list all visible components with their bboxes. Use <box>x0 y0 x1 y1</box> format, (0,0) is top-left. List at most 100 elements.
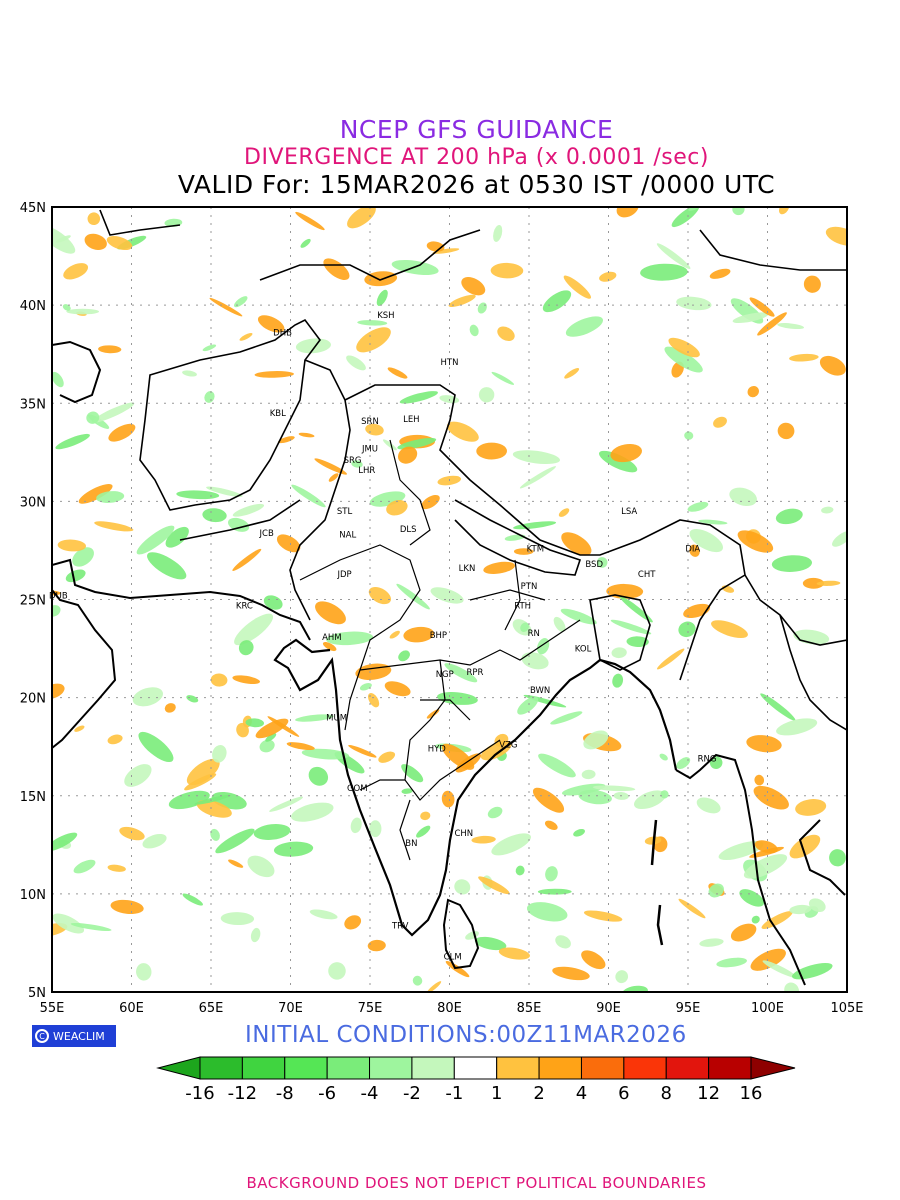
legend-high-arrow <box>750 1056 796 1080</box>
map-subtitle: DIVERGENCE AT 200 hPa (x 0.0001 /sec) <box>244 145 709 170</box>
divergence-blob <box>483 561 515 574</box>
convergence-blob <box>729 487 757 507</box>
convergence-blob <box>709 756 723 769</box>
convergence-blob <box>504 534 526 541</box>
divergence-blob <box>668 337 700 358</box>
divergence-blob <box>711 620 748 639</box>
divergence-blob <box>257 315 285 333</box>
divergence-blob <box>816 580 841 586</box>
sri-lanka-coastline <box>442 898 480 970</box>
oman-coastline <box>52 589 117 749</box>
convergence-blob <box>215 828 255 854</box>
divergence-blob <box>532 787 565 813</box>
convergence-blob <box>182 370 197 377</box>
convergence-blob <box>182 893 203 906</box>
convergence-blob <box>147 552 187 580</box>
map-frame <box>51 206 848 993</box>
divergence-blob <box>368 586 391 605</box>
divergence-blob <box>278 436 295 444</box>
lon-tick-label: 65E <box>199 1001 224 1016</box>
lon-tick-label: 75E <box>358 1001 383 1016</box>
convergence-blob <box>232 503 265 517</box>
convergence-blob <box>210 828 220 841</box>
convergence-blob <box>204 391 215 403</box>
legend-label: -8 <box>276 1083 294 1104</box>
divergence-blob <box>267 716 300 737</box>
convergence-blob <box>538 753 576 778</box>
convergence-blob <box>708 883 724 898</box>
lon-tick-label: 105E <box>830 1001 863 1016</box>
convergence-blob <box>350 817 362 834</box>
divergence-blob <box>209 297 243 317</box>
convergence-blob <box>263 595 283 610</box>
divergence-blob <box>498 947 530 960</box>
convergence-blob <box>233 296 248 308</box>
lat-tick-label: 15N <box>20 790 46 805</box>
convergence-blob <box>671 207 700 228</box>
convergence-blob <box>821 506 834 514</box>
convergence-blob <box>142 833 167 849</box>
convergence-blob <box>430 587 464 604</box>
divergence-blob <box>558 508 570 517</box>
convergence-blob <box>760 693 796 721</box>
valid-time: VALID For: 15MAR2026 at 0530 IST /0000 U… <box>177 170 776 199</box>
convergence-blob <box>253 824 291 840</box>
divergence-blob <box>778 207 790 215</box>
divergence-blob <box>98 345 122 354</box>
divergence-blob <box>328 473 339 482</box>
convergence-blob <box>612 673 624 688</box>
divergence-blob <box>84 233 107 250</box>
axis-labels: 55E 60E 65E 70E 75E 80E 85E 90E 95E 100E 105E 45N 40… <box>20 201 864 1016</box>
station-bsd: BSD <box>585 560 603 570</box>
convergence-blob <box>829 849 846 867</box>
divergence-blob <box>322 641 337 652</box>
divergence-blob <box>747 385 759 398</box>
divergence-blob <box>445 960 470 978</box>
divergence-blob <box>119 826 145 841</box>
station-bhp: BHP <box>430 631 447 641</box>
convergence-blob <box>359 683 372 691</box>
convergence-blob <box>660 790 669 799</box>
divergence-blob <box>184 773 217 791</box>
station-trv: TRV <box>391 921 409 931</box>
divergence-blob <box>164 703 176 713</box>
convergence-blob <box>401 788 413 794</box>
divergence-blob <box>344 915 362 930</box>
divergence-blob <box>476 442 507 460</box>
station-dub: DUB <box>49 592 68 602</box>
convergence-blob <box>194 794 231 805</box>
lon-tick-label: 55E <box>40 1001 65 1016</box>
legend-label: -1 <box>445 1083 463 1104</box>
convergence-blob <box>517 696 539 715</box>
convergence-blob <box>739 889 765 907</box>
weaclim-logo: C WEACLIM <box>32 1025 116 1047</box>
divergence-blob <box>295 211 325 231</box>
convergence-blob <box>474 936 507 951</box>
legend-label: 16 <box>740 1083 763 1104</box>
station-ktm: KTM <box>527 544 544 554</box>
lon-tick-label: 90E <box>596 1001 621 1016</box>
convergence-blob <box>784 982 800 992</box>
convergence-blob <box>610 619 652 635</box>
convergence-blob <box>684 431 694 440</box>
convergence-blob <box>791 963 833 980</box>
convergence-blob <box>515 865 525 876</box>
convergence-blob <box>96 491 125 503</box>
convergence-blob <box>437 692 478 705</box>
convergence-blob <box>751 915 760 924</box>
convergence-blob <box>640 263 688 281</box>
legend-swatch <box>708 1056 752 1080</box>
divergence-blob <box>356 327 391 353</box>
convergence-blob <box>716 957 748 968</box>
convergence-blob <box>326 631 374 646</box>
divergence-blob <box>749 297 775 317</box>
divergence-blob <box>795 799 827 816</box>
divergence-blob <box>367 939 386 952</box>
lon-tick-label: 80E <box>437 1001 462 1016</box>
legend-label: -4 <box>361 1083 379 1104</box>
lat-lon-grid <box>52 207 847 992</box>
convergence-blob <box>775 508 803 525</box>
convergence-blob <box>273 841 314 857</box>
convergence-blob <box>238 640 254 656</box>
convergence-blob <box>732 207 745 216</box>
